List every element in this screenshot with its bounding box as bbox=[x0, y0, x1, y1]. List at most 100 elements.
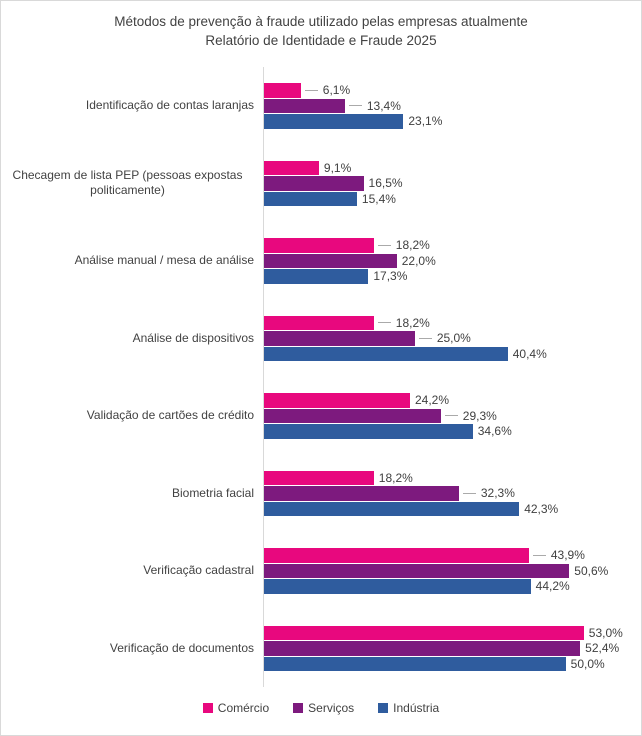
bar bbox=[264, 579, 531, 594]
bar-line: 24,2% bbox=[264, 393, 626, 408]
legend: Comércio Serviços Indústria bbox=[1, 701, 641, 715]
leader-line bbox=[444, 415, 458, 417]
value-label: 22,0% bbox=[401, 253, 436, 268]
value-label: 15,4% bbox=[361, 191, 396, 206]
leader-line bbox=[418, 337, 432, 339]
leader-line bbox=[377, 322, 391, 324]
category-label: Verificação cadastral bbox=[143, 563, 254, 578]
bar-line: 50,6% bbox=[264, 563, 626, 578]
category-row: Verificação de documentos 53,0% 52,4% 50… bbox=[1, 609, 641, 687]
bar bbox=[264, 315, 374, 330]
bar-group: 24,2% 29,3% 34,6% bbox=[263, 377, 626, 455]
category-label-cell: Checagem de lista PEP (pessoas expostas … bbox=[1, 145, 263, 223]
bar bbox=[264, 656, 566, 671]
category-row: Análise de dispositivos 18,2% 25,0% 40,4… bbox=[1, 299, 641, 378]
chart-title-line1: Métodos de prevenção à fraude utilizado … bbox=[114, 14, 528, 29]
bar-line: 43,9% bbox=[264, 548, 626, 563]
category-label-cell: Verificação cadastral bbox=[1, 532, 263, 610]
bar-line: 32,3% bbox=[264, 486, 626, 501]
value-label: 50,6% bbox=[574, 563, 609, 578]
category-label-cell: Biometria facial bbox=[1, 455, 263, 533]
category-label-cell: Validação de cartões de crédito bbox=[1, 377, 263, 455]
bar-line: 52,4% bbox=[264, 641, 626, 656]
bar bbox=[264, 408, 441, 423]
category-label: Validação de cartões de crédito bbox=[86, 408, 254, 423]
bar bbox=[264, 98, 345, 113]
bar-line: 6,1% bbox=[264, 83, 626, 98]
category-label: Análise de dispositivos bbox=[132, 330, 254, 345]
value-label: 43,9% bbox=[550, 548, 585, 563]
chart-title: Métodos de prevenção à fraude utilizado … bbox=[1, 12, 641, 50]
legend-item: Comércio bbox=[202, 701, 270, 715]
bar-group: 53,0% 52,4% 50,0% bbox=[263, 609, 626, 687]
bar-line: 16,5% bbox=[264, 176, 626, 191]
category-row: Checagem de lista PEP (pessoas expostas … bbox=[1, 144, 641, 223]
bar-line: 50,0% bbox=[264, 656, 626, 671]
bar-line: 29,3% bbox=[264, 408, 626, 423]
bar-group: 18,2% 32,3% 42,3% bbox=[263, 454, 626, 532]
value-label: 52,4% bbox=[585, 641, 620, 656]
legend-swatch bbox=[202, 703, 213, 713]
bar-line: 22,0% bbox=[264, 253, 626, 268]
bar-line: 53,0% bbox=[264, 625, 626, 640]
bar-line: 9,1% bbox=[264, 160, 626, 175]
category-label-cell: Análise manual / mesa de análise bbox=[1, 222, 263, 300]
leader-line bbox=[348, 105, 362, 107]
value-label: 32,3% bbox=[480, 486, 515, 501]
value-label: 42,3% bbox=[524, 501, 559, 516]
bar bbox=[264, 501, 520, 516]
category-label: Checagem de lista PEP (pessoas expostas … bbox=[12, 168, 243, 198]
bar bbox=[264, 563, 570, 578]
bar bbox=[264, 486, 459, 501]
value-label: 9,1% bbox=[323, 160, 352, 175]
bar bbox=[264, 424, 473, 439]
bar bbox=[264, 393, 410, 408]
category-row: Validação de cartões de crédito 24,2% 29… bbox=[1, 377, 641, 455]
leader-line bbox=[462, 492, 476, 494]
bar bbox=[264, 176, 364, 191]
category-label: Análise manual / mesa de análise bbox=[74, 253, 254, 268]
bar-line: 23,1% bbox=[264, 114, 626, 129]
bar bbox=[264, 238, 374, 253]
leader-line bbox=[377, 244, 391, 246]
bar-line: 40,4% bbox=[264, 346, 626, 361]
value-label: 50,0% bbox=[570, 656, 605, 671]
chart-title-line2: Relatório de Identidade e Fraude 2025 bbox=[205, 33, 437, 48]
value-label: 13,4% bbox=[366, 98, 401, 113]
bar bbox=[264, 641, 581, 656]
bar-line: 13,4% bbox=[264, 98, 626, 113]
value-label: 18,2% bbox=[378, 470, 413, 485]
bar bbox=[264, 548, 529, 563]
bar bbox=[264, 269, 369, 284]
category-label-cell: Análise de dispositivos bbox=[1, 300, 263, 378]
bar bbox=[264, 253, 397, 268]
bar-line: 17,3% bbox=[264, 269, 626, 284]
bar bbox=[264, 160, 319, 175]
value-label: 44,2% bbox=[535, 579, 570, 594]
bar-group: 6,1% 13,4% 23,1% bbox=[263, 67, 626, 145]
bar-line: 34,6% bbox=[264, 424, 626, 439]
bar-line: 18,2% bbox=[264, 470, 626, 485]
legend-swatch bbox=[293, 703, 304, 713]
value-label: 25,0% bbox=[436, 331, 471, 346]
bar-line: 42,3% bbox=[264, 501, 626, 516]
bar-line: 18,2% bbox=[264, 238, 626, 253]
bar bbox=[264, 625, 584, 640]
value-label: 17,3% bbox=[373, 269, 408, 284]
plot-area: Identificação de contas laranjas 6,1% 13… bbox=[1, 67, 641, 687]
bar-line: 25,0% bbox=[264, 331, 626, 346]
bar bbox=[264, 470, 374, 485]
bar bbox=[264, 346, 508, 361]
bar bbox=[264, 83, 301, 98]
legend-label: Comércio bbox=[217, 701, 270, 715]
value-label: 23,1% bbox=[408, 114, 443, 129]
bar-group: 9,1% 16,5% 15,4% bbox=[263, 144, 626, 222]
bar bbox=[264, 191, 357, 206]
value-label: 18,2% bbox=[395, 315, 430, 330]
legend-label: Serviços bbox=[308, 701, 355, 715]
legend-item: Serviços bbox=[293, 701, 354, 715]
category-row: Análise manual / mesa de análise 18,2% 2… bbox=[1, 222, 641, 300]
bar-line: 44,2% bbox=[264, 579, 626, 594]
value-label: 29,3% bbox=[462, 408, 497, 423]
